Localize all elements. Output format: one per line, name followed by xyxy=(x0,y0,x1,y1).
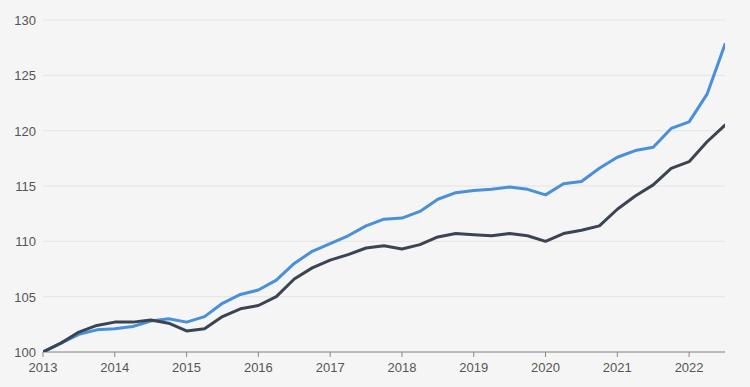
x-tick xyxy=(401,352,402,357)
y-tick-label: 115 xyxy=(15,179,36,194)
y-tick-label: 105 xyxy=(14,290,36,305)
y-tick-label: 130 xyxy=(14,13,36,28)
grid-line xyxy=(43,186,725,187)
plot-area xyxy=(43,44,725,352)
series-line xyxy=(43,44,725,352)
grid-line xyxy=(43,75,725,76)
x-tick-label: 2014 xyxy=(100,360,129,375)
grid-line xyxy=(43,352,725,353)
series-line xyxy=(43,125,725,352)
x-tick xyxy=(617,352,618,357)
grid-line xyxy=(43,296,725,297)
x-tick xyxy=(330,352,331,357)
x-tick xyxy=(43,352,44,357)
x-tick-label: 2016 xyxy=(244,360,273,375)
x-tick xyxy=(114,352,115,357)
x-tick-label: 2019 xyxy=(459,360,488,375)
x-axis-line xyxy=(43,352,725,353)
chart: 100 105 110 115 120 125 130 2013 2014 2015 2016 201… xyxy=(0,0,750,387)
x-tick-label: 2015 xyxy=(172,360,201,375)
x-tick xyxy=(186,352,187,357)
x-tick-label: 2017 xyxy=(316,360,345,375)
x-tick xyxy=(689,352,690,357)
x-tick xyxy=(473,352,474,357)
y-tick-label: 125 xyxy=(14,68,36,83)
y-tick-label: 110 xyxy=(15,234,36,249)
y-tick-label: 120 xyxy=(14,124,36,139)
background xyxy=(0,0,750,387)
y-tick-label: 100 xyxy=(14,345,36,360)
x-tick-label: 2013 xyxy=(29,360,58,375)
x-tick-label: 2022 xyxy=(675,360,704,375)
x-tick-label: 2020 xyxy=(531,360,560,375)
x-tick-label: 2018 xyxy=(387,360,416,375)
grid-line xyxy=(43,130,725,131)
x-tick xyxy=(545,352,546,357)
x-tick-label: 2021 xyxy=(603,360,632,375)
grid-line xyxy=(43,20,725,21)
grid-line xyxy=(43,241,725,242)
x-tick xyxy=(258,352,259,357)
